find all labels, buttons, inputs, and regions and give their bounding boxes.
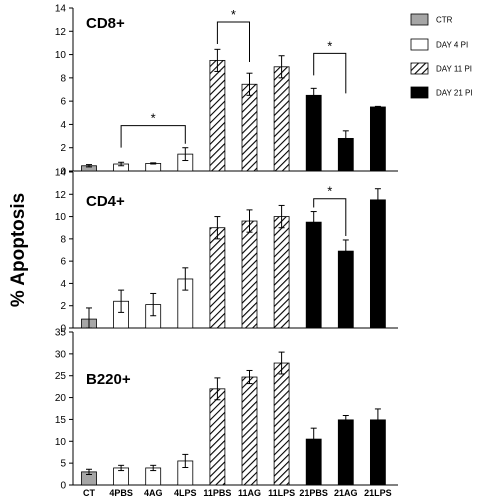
x-tick-label: 4PBS [109, 488, 133, 498]
y-tick-label: 12 [55, 27, 67, 38]
x-tick-label: 11LPS [268, 488, 295, 498]
bar [241, 83, 258, 172]
bar [305, 94, 322, 172]
significance-bracket [313, 52, 347, 94]
bar [209, 59, 226, 172]
significance-bracket [313, 198, 347, 236]
bar [145, 163, 162, 172]
y-tick-label: 8 [60, 73, 66, 84]
legend-label: DAY 21 PI [436, 89, 473, 98]
y-tick-label: 2 [60, 301, 66, 312]
bar [369, 199, 386, 329]
x-tick-label: 4LPS [174, 488, 197, 498]
x-tick-label: 21LPS [364, 488, 392, 498]
x-tick-label: CT [83, 488, 95, 498]
x-tick-label: 11PBS [203, 488, 231, 498]
y-tick-label: 14 [55, 168, 67, 179]
y-tick-label: 10 [55, 212, 67, 223]
bar [337, 419, 354, 486]
legend-swatch [410, 38, 429, 51]
y-tick-label: 0 [60, 481, 66, 492]
x-tick-label: 21AG [334, 488, 358, 498]
y-tick-label: 5 [60, 459, 66, 470]
bar [209, 227, 226, 329]
legend-label: DAY 11 PI [436, 65, 472, 74]
significance-star: * [327, 184, 332, 199]
y-tick-label: 0 [60, 167, 66, 178]
significance-star: * [231, 7, 236, 22]
y-tick-label: 14 [55, 4, 67, 15]
legend-swatch [410, 62, 429, 75]
y-tick-label: 20 [55, 393, 67, 404]
panel-cd8: 0 2 4 6 8 10 12 14 CD8+ * * * [55, 4, 398, 178]
y-tick-label: 0 [60, 324, 66, 335]
panel-b220: 0 5 10 15 20 25 30 35 B220+ [55, 328, 398, 492]
x-tick-label: 21PBS [299, 488, 328, 498]
y-tick-label: 15 [55, 415, 67, 426]
significance-star: * [327, 38, 332, 53]
y-tick-label: 25 [55, 371, 67, 382]
y-tick-label: 10 [55, 50, 67, 61]
panel-title: CD8+ [86, 15, 125, 32]
y-tick-label: 4 [60, 279, 66, 290]
x-tick-label: 4AG [144, 488, 163, 498]
y-tick-label: 10 [55, 437, 67, 448]
significance-bracket [120, 125, 186, 148]
bar [305, 221, 322, 329]
y-axis-title: % Apoptosis [8, 193, 29, 307]
significance-star: * [151, 111, 156, 126]
y-tick-label: 8 [60, 234, 66, 245]
y-tick-label: 30 [55, 349, 67, 360]
y-tick-label: 2 [60, 143, 66, 154]
panel-title: CD4+ [86, 193, 125, 210]
y-tick-label: 6 [60, 257, 66, 268]
y-tick-label: 4 [60, 120, 66, 131]
bar [209, 388, 226, 486]
bar [273, 362, 290, 486]
y-tick-label: 35 [55, 328, 67, 339]
bar [241, 220, 258, 329]
panel-title: B220+ [86, 371, 131, 388]
legend-swatch [410, 13, 429, 26]
bar [273, 66, 290, 172]
panel-cd4: 0 2 4 6 8 10 12 14 CD4+ * [55, 168, 398, 335]
bar [273, 216, 290, 329]
legend-swatch [410, 86, 429, 99]
x-tick-label: 11AG [238, 488, 261, 498]
significance-bracket [216, 21, 250, 62]
bar [241, 376, 258, 486]
bar [369, 106, 386, 172]
legend: CTR DAY 4 PI DAY 11 PI DAY 21 PI [410, 13, 473, 99]
legend-label: CTR [436, 16, 453, 25]
legend-label: DAY 4 PI [436, 41, 468, 50]
y-tick-label: 12 [55, 190, 67, 201]
y-tick-label: 6 [60, 97, 66, 108]
